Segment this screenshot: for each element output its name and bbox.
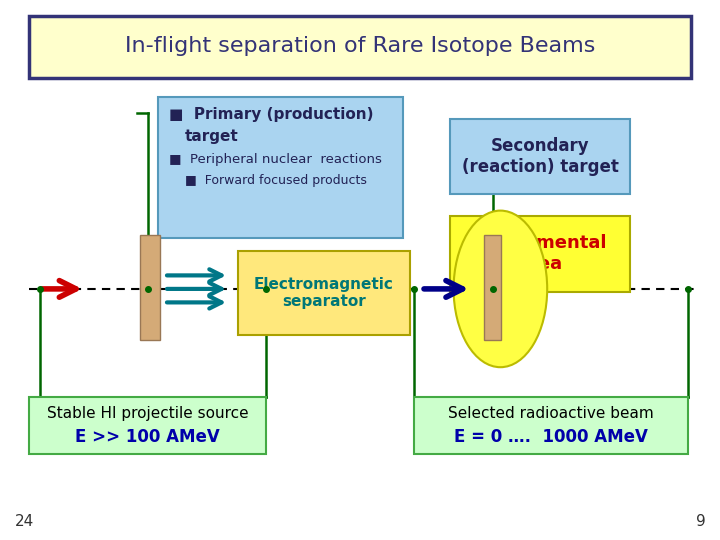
Text: Electromagnetic
separator: Electromagnetic separator	[254, 276, 394, 309]
FancyBboxPatch shape	[414, 397, 688, 454]
Bar	[140, 235, 160, 340]
Text: Secondary
(reaction) target: Secondary (reaction) target	[462, 137, 618, 176]
FancyBboxPatch shape	[450, 216, 630, 292]
Text: Experimental
area: Experimental area	[473, 234, 607, 273]
Text: E >> 100 AMeV: E >> 100 AMeV	[75, 428, 220, 446]
FancyBboxPatch shape	[450, 119, 630, 194]
Text: ■  Forward focused products: ■ Forward focused products	[185, 174, 367, 187]
Text: E = 0 ….  1000 AMeV: E = 0 …. 1000 AMeV	[454, 428, 648, 446]
Text: Selected radioactive beam: Selected radioactive beam	[448, 406, 654, 421]
Text: 24: 24	[14, 514, 34, 529]
Bar	[484, 235, 501, 340]
FancyBboxPatch shape	[29, 16, 691, 78]
Text: ■  Primary (production): ■ Primary (production)	[169, 107, 374, 122]
Text: ■  Peripheral nuclear  reactions: ■ Peripheral nuclear reactions	[169, 153, 382, 166]
Text: target: target	[185, 129, 239, 144]
FancyBboxPatch shape	[158, 97, 403, 238]
Text: In-flight separation of Rare Isotope Beams: In-flight separation of Rare Isotope Bea…	[125, 36, 595, 57]
FancyBboxPatch shape	[29, 397, 266, 454]
FancyBboxPatch shape	[238, 251, 410, 335]
Text: 9: 9	[696, 514, 706, 529]
Ellipse shape	[454, 211, 547, 367]
Text: Stable HI projectile source: Stable HI projectile source	[47, 406, 248, 421]
